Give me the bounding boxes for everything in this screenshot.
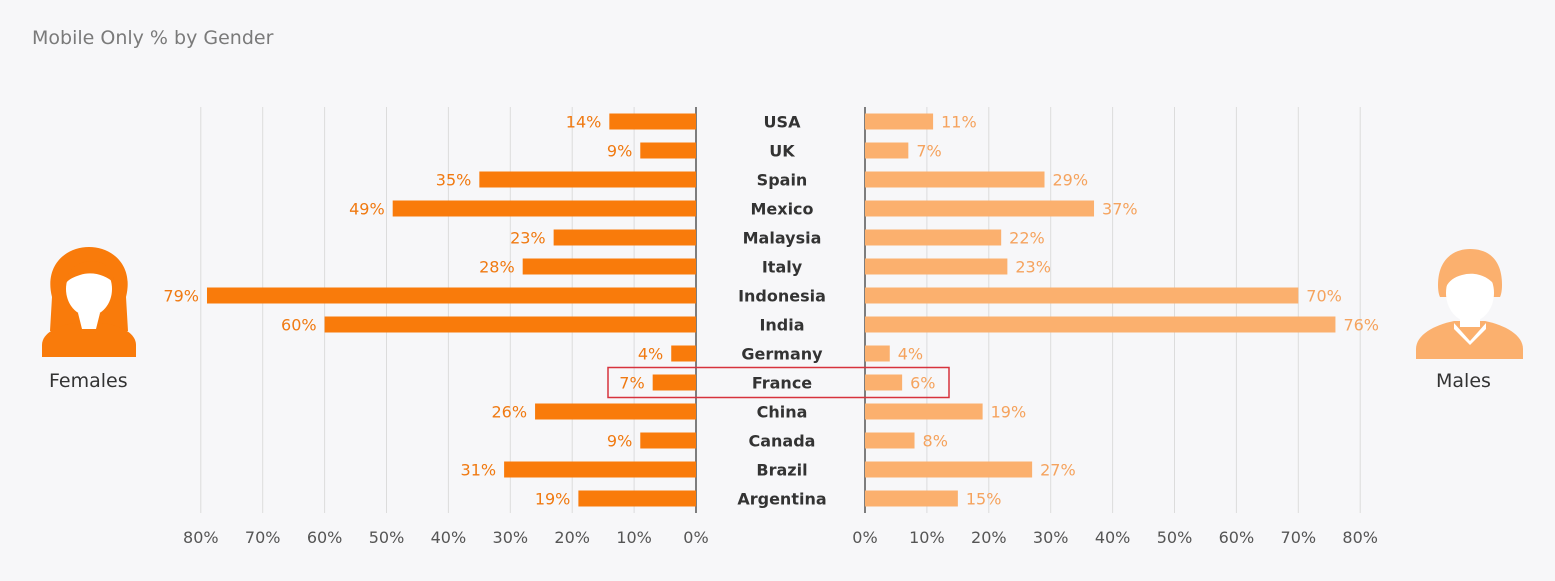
male-data-label: 22%	[1009, 229, 1045, 248]
category-label-india: India	[759, 316, 804, 335]
female-bar	[522, 258, 696, 275]
tick-label-left: 80%	[183, 528, 219, 547]
females-label: Females	[49, 370, 128, 392]
tick-label-left: 50%	[369, 528, 405, 547]
tick-label-right: 20%	[971, 528, 1007, 547]
male-bar	[865, 200, 1095, 217]
female-person-icon	[42, 247, 136, 357]
tick-label-right: 80%	[1342, 528, 1378, 547]
tick-label-left: 60%	[307, 528, 343, 547]
males-label: Males	[1436, 370, 1491, 392]
highlight-box	[607, 366, 950, 399]
female-bar	[324, 316, 696, 333]
tick-label-right: 0%	[852, 528, 877, 547]
category-label-brazil: Brazil	[756, 461, 807, 480]
male-bar	[865, 142, 909, 159]
male-data-label: 6%	[910, 374, 935, 393]
male-data-label: 4%	[898, 345, 923, 364]
category-label-spain: Spain	[757, 171, 808, 190]
tick-label-right: 70%	[1281, 528, 1317, 547]
male-data-label: 23%	[1015, 258, 1051, 277]
male-bar	[865, 258, 1008, 275]
category-label-argentina: Argentina	[737, 490, 826, 509]
female-data-label: 35%	[436, 171, 472, 190]
male-bar	[865, 345, 890, 362]
male-data-label: 11%	[941, 113, 977, 132]
female-bar	[206, 287, 697, 304]
female-data-label: 9%	[607, 142, 632, 161]
female-bar	[671, 345, 696, 362]
tick-label-right: 60%	[1219, 528, 1255, 547]
tick-label-right: 30%	[1033, 528, 1069, 547]
female-data-label: 79%	[163, 287, 199, 306]
female-data-label: 23%	[510, 229, 546, 248]
male-data-label: 76%	[1343, 316, 1379, 335]
male-data-label: 70%	[1306, 287, 1342, 306]
female-data-label: 4%	[638, 345, 663, 364]
female-data-label: 14%	[566, 113, 602, 132]
category-label-italy: Italy	[762, 258, 803, 277]
female-data-label: 49%	[349, 200, 385, 219]
female-bar	[609, 113, 696, 130]
category-label-germany: Germany	[741, 345, 823, 364]
female-data-label: 9%	[607, 432, 632, 451]
category-label-mexico: Mexico	[750, 200, 813, 219]
male-bar	[865, 374, 903, 391]
chart-title: Mobile Only % by Gender	[32, 27, 274, 49]
male-bar	[865, 316, 1336, 333]
female-bar	[553, 229, 696, 246]
female-bar	[652, 374, 696, 391]
female-data-label: 19%	[535, 490, 571, 509]
tick-label-right: 10%	[909, 528, 945, 547]
tick-label-right: 50%	[1157, 528, 1193, 547]
male-data-label: 29%	[1053, 171, 1089, 190]
male-bar	[865, 461, 1033, 478]
tick-label-left: 40%	[431, 528, 467, 547]
female-data-label: 60%	[281, 316, 317, 335]
category-label-france: France	[752, 374, 812, 393]
female-data-label: 31%	[461, 461, 497, 480]
female-bar	[640, 142, 696, 159]
category-label-malaysia: Malaysia	[743, 229, 822, 248]
female-bar	[578, 490, 696, 507]
tick-label-left: 0%	[683, 528, 708, 547]
tick-label-left: 30%	[493, 528, 529, 547]
male-data-label: 15%	[966, 490, 1002, 509]
male-data-label: 37%	[1102, 200, 1138, 219]
category-label-china: China	[757, 403, 808, 422]
male-data-label: 7%	[916, 142, 941, 161]
male-bar	[865, 113, 934, 130]
tick-label-left: 10%	[616, 528, 652, 547]
category-label-indonesia: Indonesia	[738, 287, 826, 306]
female-bar	[504, 461, 696, 478]
category-label-usa: USA	[764, 113, 802, 132]
male-bar	[865, 403, 983, 420]
male-bar	[865, 287, 1299, 304]
female-bar	[535, 403, 696, 420]
male-bar	[865, 229, 1002, 246]
male-bar	[865, 432, 915, 449]
female-bar	[479, 171, 696, 188]
category-label-canada: Canada	[749, 432, 816, 451]
female-data-label: 26%	[491, 403, 527, 422]
female-data-label: 7%	[619, 374, 644, 393]
male-bar	[865, 171, 1045, 188]
male-bar	[865, 490, 958, 507]
female-bar	[640, 432, 696, 449]
female-data-label: 28%	[479, 258, 515, 277]
tick-label-left: 20%	[554, 528, 590, 547]
male-data-label: 19%	[991, 403, 1027, 422]
male-data-label: 8%	[923, 432, 948, 451]
male-data-label: 27%	[1040, 461, 1076, 480]
tick-label-left: 70%	[245, 528, 281, 547]
category-label-uk: UK	[769, 142, 795, 161]
tick-label-right: 40%	[1095, 528, 1131, 547]
female-bar	[392, 200, 696, 217]
male-person-icon	[1416, 249, 1523, 359]
